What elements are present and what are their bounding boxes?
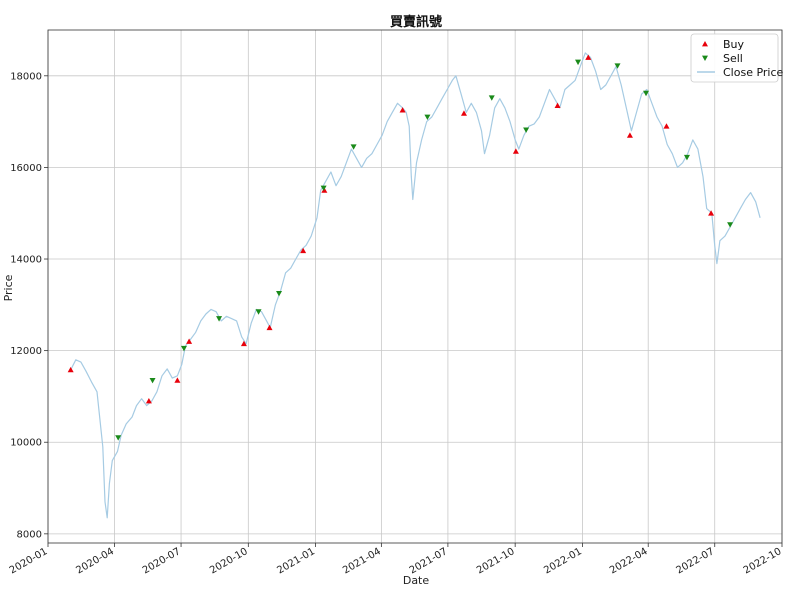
legend-label: Close Price: [723, 66, 784, 79]
y-tick-label: 18000: [10, 71, 42, 82]
sell-marker: [115, 435, 122, 441]
buy-marker: [300, 247, 307, 254]
x-tick-label: 2022-07: [675, 546, 717, 576]
legend-label: Buy: [723, 38, 745, 51]
x-tick-label: 2022-10: [742, 546, 784, 576]
buy-marker: [266, 324, 273, 331]
legend-buy-swatch: [702, 41, 708, 47]
buy-marker: [554, 102, 561, 108]
buy-marker: [708, 210, 715, 216]
y-tick-label: 12000: [10, 346, 42, 357]
x-axis-ticks: 2020-01 2020-04 2020-07 2020-10 2021-01 2021-…: [8, 543, 784, 576]
x-axis-title: Date: [403, 574, 430, 587]
sell-marker: [575, 59, 582, 66]
y-tick-label: 10000: [10, 438, 42, 449]
x-tick-label: 2021-07: [408, 546, 450, 576]
x-tick-label: 2022-04: [608, 546, 650, 576]
y-tick-label: 14000: [10, 255, 42, 266]
sell-marker: [350, 144, 357, 150]
sell-marker: [320, 185, 327, 192]
sell-marker: [683, 154, 690, 161]
x-tick-label: 2020-04: [74, 546, 116, 576]
sell-marker: [523, 127, 530, 133]
sell-marker: [643, 90, 650, 97]
buy-marker: [240, 340, 247, 347]
sell-marker: [149, 377, 156, 384]
sell-marker: [488, 95, 495, 101]
plot-frame: [47, 29, 783, 544]
x-tick-label: 2020-01: [8, 546, 50, 576]
sell-marker: [216, 316, 223, 322]
x-tick-label: 2021-10: [475, 546, 517, 576]
sell-marker: [255, 309, 262, 315]
buy-marker: [145, 398, 152, 404]
sell-marker: [727, 222, 734, 228]
sell-marker: [276, 290, 283, 297]
buy-marker: [399, 107, 406, 113]
buy-marker: [321, 187, 328, 193]
legend-label: Sell: [723, 52, 743, 65]
buy-marker: [585, 54, 592, 60]
x-tick-label: 2020-07: [141, 546, 183, 576]
y-tick-label: 16000: [10, 163, 42, 174]
y-axis-title: Price: [2, 274, 15, 301]
sell-marker: [180, 345, 187, 352]
buy-marker: [174, 377, 181, 383]
buy-marker: [663, 123, 670, 129]
buy-marker: [626, 132, 633, 138]
close-price-line: [70, 52, 761, 519]
chart-title: 買賣訊號: [390, 14, 442, 30]
grid: [47, 30, 783, 543]
x-tick-label: 2021-04: [341, 546, 383, 576]
x-tick-label: 2022-01: [542, 546, 584, 576]
x-tick-label: 2021-01: [275, 546, 317, 576]
y-axis-ticks: 8000 10000 12000 14000 16000 18000: [10, 71, 48, 540]
buy-marker: [512, 148, 519, 154]
buy-marker: [186, 338, 193, 344]
sell-marker: [424, 114, 431, 121]
x-tick-label: 2020-10: [208, 546, 250, 576]
buy-marker: [460, 110, 467, 116]
signal-markers: [67, 54, 734, 441]
buy-marker: [67, 366, 74, 373]
sell-marker: [614, 63, 621, 69]
y-tick-label: 8000: [17, 529, 42, 540]
legend-sell-swatch: [702, 55, 708, 61]
legend-box: [690, 33, 779, 83]
close-price-series: [70, 52, 761, 519]
